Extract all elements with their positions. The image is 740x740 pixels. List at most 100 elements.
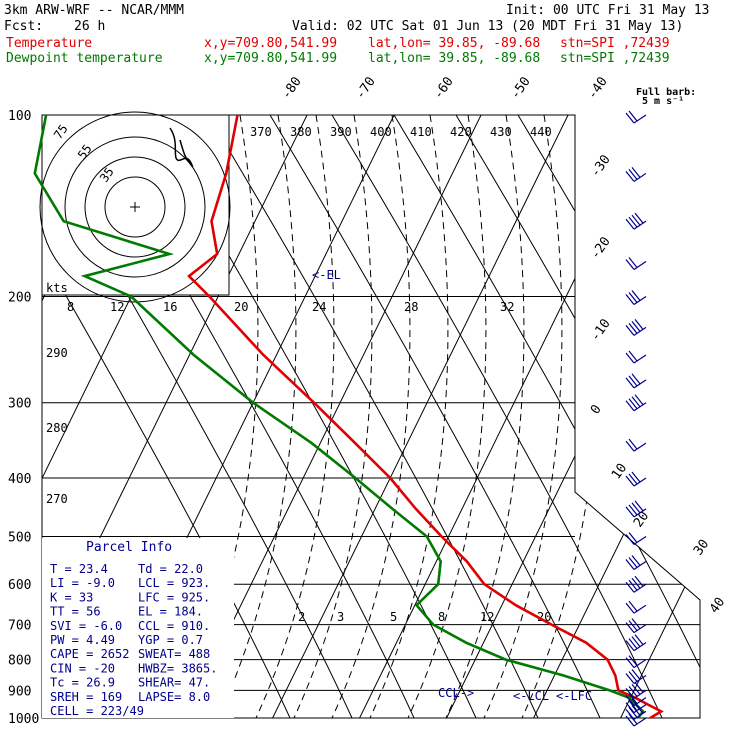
- wind-barb-flag: [628, 375, 638, 387]
- hodograph-ring: [84, 156, 186, 258]
- parcel-info-value: SVI = -6.0: [50, 619, 122, 633]
- parcel-info-value: CAPE = 2652: [50, 647, 129, 661]
- wind-barb-flag: [628, 557, 638, 568]
- wind-barb-flag: [631, 704, 641, 716]
- wind-barb: [625, 634, 647, 652]
- wind-barb-shaft: [633, 261, 647, 271]
- parcel-info-value: CELL = 223/49: [50, 704, 144, 718]
- moist-adiabat-line: [521, 115, 601, 718]
- legend-temperature-station: stn=SPI ,72439: [560, 36, 670, 51]
- mixing-ratio-label: 12: [110, 300, 124, 314]
- dry-adiabat-line: [579, 115, 700, 718]
- hodograph-ring-label: 75: [51, 122, 71, 142]
- isotherm-label: -50: [508, 74, 534, 102]
- wind-barb-flag: [628, 638, 638, 650]
- wind-barb-flag: [628, 706, 638, 718]
- wind-barb: [625, 394, 647, 412]
- lcl-marker: <-LCL: [513, 689, 549, 703]
- isotherm-line: [533, 115, 700, 718]
- theta-label: 290: [46, 346, 68, 360]
- wind-barb-flag: [625, 657, 635, 668]
- parcel-info-value: TT = 56: [50, 605, 101, 619]
- wind-barb-flag: [628, 398, 638, 410]
- theta-e-label: 420: [450, 125, 472, 139]
- legend-dewpoint-station: stn=SPI ,72439: [560, 51, 670, 66]
- legend-temperature-xy: x,y=709.80,541.99: [204, 36, 338, 51]
- legend-dewpoint-xy: x,y=709.80,541.99: [204, 51, 338, 66]
- wind-barb-flag: [625, 400, 635, 412]
- wind-barb: [625, 290, 647, 306]
- parcel-info-value: LCL = 923.: [138, 576, 210, 590]
- wind-barb: [625, 618, 647, 634]
- wind-barb-flag: [625, 602, 635, 614]
- moist-adiabat-line: [483, 115, 563, 718]
- barb-legend-title: Full barb:: [636, 87, 696, 98]
- parcel-info-value: HWBZ= 3865.: [138, 661, 217, 675]
- parcel-info-value: SREH = 169: [50, 690, 122, 704]
- legend-temperature-latlon: lat,lon= 39.85, -89.68: [368, 36, 541, 51]
- mixing-ratio-label: 3: [337, 610, 344, 624]
- wind-barb-flag: [628, 322, 638, 334]
- wind-barb-flag: [631, 290, 641, 301]
- wind-barb: [625, 713, 647, 727]
- wind-barb: [625, 318, 647, 336]
- parcel-info-value: LI = -9.0: [50, 576, 115, 590]
- wind-barb-flag: [628, 700, 638, 711]
- wind-barb-flag: [625, 640, 635, 652]
- model-title: 3km ARW-WRF -- NCAR/MMM: [4, 3, 185, 18]
- isotherm-label: -10: [588, 316, 614, 344]
- theta-e-label: 440: [530, 125, 552, 139]
- ccl-marker: CCL->: [438, 686, 474, 700]
- hodograph-ring-label: 55: [75, 142, 95, 162]
- wind-barb: [625, 438, 647, 452]
- legend-dewpoint-name: Dewpoint temperature: [6, 51, 163, 66]
- wind-barb-flag: [631, 669, 641, 680]
- wind-barb-flag: [625, 559, 635, 570]
- wind-barb-flag: [634, 634, 644, 646]
- wind-barb-shaft: [633, 659, 647, 669]
- wind-barb: [625, 110, 647, 124]
- parcel-info-value: CCL = 910.: [138, 619, 210, 633]
- wind-barb-flag: [631, 684, 641, 695]
- wind-barb-flag: [631, 577, 641, 589]
- wind-barb-flag: [634, 702, 644, 714]
- wind-barb: [625, 167, 647, 182]
- wind-barb-flag: [628, 532, 638, 543]
- mixing-ratio-label: 32: [500, 300, 514, 314]
- wind-barb-flag: [628, 693, 638, 704]
- wind-barb-shaft: [633, 442, 647, 452]
- moist-adiabat-line: [331, 115, 411, 718]
- wind-barb-flag: [628, 620, 638, 631]
- wind-barb-flag: [631, 555, 641, 566]
- pressure-tick-label: 700: [8, 619, 31, 634]
- isotherm-line: [185, 115, 482, 718]
- wind-barb-flag: [631, 618, 641, 629]
- wind-barb-flag: [628, 600, 638, 612]
- wind-barb-flag: [625, 377, 635, 389]
- wind-barb-flag: [628, 655, 638, 666]
- isotherm-line: [446, 115, 700, 718]
- wind-barb-flag: [625, 534, 635, 545]
- mixing-ratio-label: 5: [390, 610, 397, 624]
- wind-barb-flag: [625, 702, 635, 713]
- wind-barb-flag: [628, 504, 638, 516]
- theta-e-label: 380: [290, 125, 312, 139]
- wind-barb-flag: [628, 686, 638, 697]
- mixing-ratio-label: 8: [438, 610, 445, 624]
- wind-barb-flag: [628, 110, 638, 122]
- dry-adiabat-line: [517, 115, 700, 718]
- init-time: Init: 00 UTC Fri 31 May 13: [506, 3, 710, 18]
- parcel-info-value: Td = 22.0: [138, 562, 203, 576]
- isotherm-label: -80: [279, 74, 305, 102]
- theta-e-label: 430: [490, 125, 512, 139]
- wind-barb: [625, 350, 647, 364]
- wind-barb-flag: [628, 292, 638, 303]
- isotherm-line: [359, 115, 656, 718]
- wind-barb-flag: [628, 438, 638, 450]
- isotherm-label: -20: [588, 234, 614, 262]
- wind-barb-shaft: [633, 114, 647, 124]
- wind-barb-flag: [625, 324, 635, 336]
- wind-barb-flag: [634, 318, 644, 330]
- wind-barb-flag: [625, 688, 635, 699]
- parcel-info-value: CIN = -20: [50, 661, 115, 675]
